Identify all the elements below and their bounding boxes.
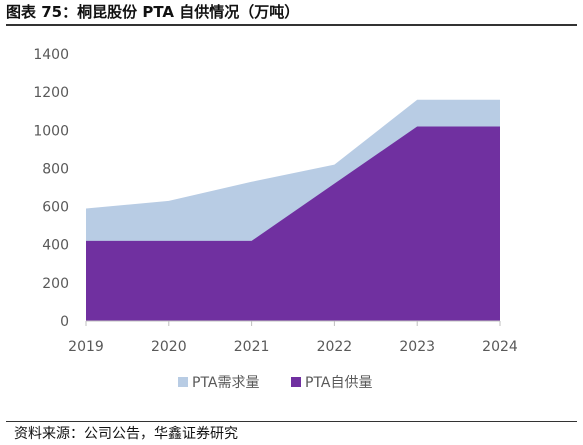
y-tick-label: 600 <box>42 200 69 216</box>
footer-divider <box>6 421 577 422</box>
legend-label: PTA需求量 <box>192 375 259 391</box>
y-tick-label: 1200 <box>33 85 69 101</box>
legend-item-pta-self-supply: PTA自供量 <box>291 375 372 391</box>
legend-item-pta-demand: PTA需求量 <box>178 375 259 391</box>
chart-title: 图表 75：桐昆股份 PTA 自供情况（万吨） <box>6 3 300 21</box>
legend-swatch <box>178 377 188 387</box>
x-tick-label: 2019 <box>68 339 104 355</box>
y-tick-label: 0 <box>60 314 69 330</box>
x-tick-label: 2021 <box>234 339 270 355</box>
plot-area <box>86 99 500 322</box>
y-tick-label: 400 <box>42 238 69 254</box>
pta-self-supply-area <box>86 126 500 321</box>
x-tick-label: 2024 <box>482 339 518 355</box>
x-tick-label: 2020 <box>151 339 187 355</box>
title-divider <box>6 24 577 26</box>
x-tick-label: 2023 <box>399 339 435 355</box>
legend-label: PTA自供量 <box>305 375 372 391</box>
y-axis: 0 200 400 600 800 1000 1200 1400 <box>33 47 69 330</box>
legend: PTA需求量 PTA自供量 <box>178 375 372 391</box>
source-note: 资料来源：公司公告，华鑫证券研究 <box>14 426 238 442</box>
legend-swatch <box>291 377 301 387</box>
y-tick-label: 1400 <box>33 47 69 63</box>
y-tick-label: 800 <box>42 161 69 177</box>
x-tick-label: 2022 <box>317 339 353 355</box>
x-axis: 2019 2020 2021 2022 2023 2024 <box>68 321 518 355</box>
y-tick-label: 1000 <box>33 123 69 139</box>
y-tick-label: 200 <box>42 276 69 292</box>
